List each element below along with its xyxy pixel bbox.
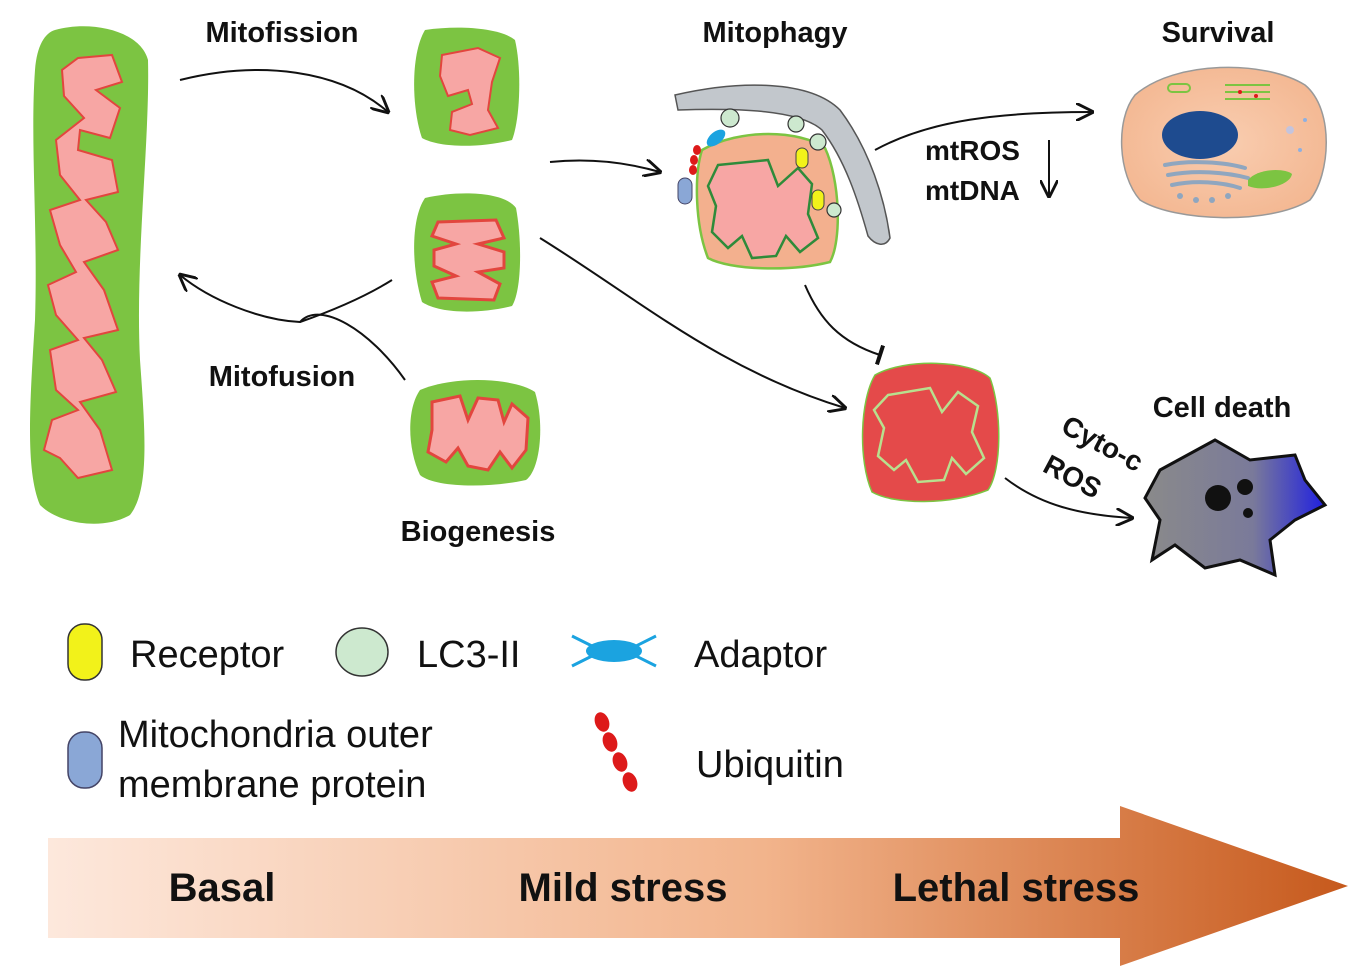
receptor-legend-icon [67, 623, 103, 681]
biogenesis-mitochondrion [410, 380, 541, 486]
label-survival: Survival [1162, 17, 1275, 49]
lc3-marker [720, 108, 740, 128]
ubiquitin-legend-icon [594, 712, 638, 792]
fission-mitochondrion-2 [414, 193, 521, 312]
mitophagy-complex [674, 84, 891, 270]
arrow-to-cell-death [1004, 477, 1132, 518]
arrow-to-damage [539, 237, 845, 408]
label-mitofusion: Mitofusion [209, 361, 356, 393]
legend-adaptor: Adaptor [694, 634, 827, 676]
lc3-marker [787, 115, 805, 133]
label-mitophagy: Mitophagy [703, 17, 848, 49]
stress-label-mild: Mild stress [519, 866, 728, 910]
arrow-mitofission [179, 69, 388, 112]
arrow-inhibit-damage [804, 284, 885, 366]
stress-axis-arrow: Basal Mild stress Lethal stress [48, 806, 1348, 966]
label-biogenesis: Biogenesis [401, 516, 556, 548]
damaged-mitochondrion [861, 362, 1000, 503]
lc3-marker [809, 133, 827, 151]
label-mitofission: Mitofission [205, 17, 358, 49]
adaptor-legend-icon [571, 634, 657, 668]
legend: Receptor LC3-II Adaptor Mitochondria out… [67, 623, 844, 806]
adaptor-marker [706, 129, 726, 147]
label-mtros: mtROS [925, 135, 1020, 166]
legend-mom-protein-line1: Mitochondria outer [118, 714, 433, 756]
receptor-marker [811, 189, 825, 211]
label-cell-death: Cell death [1153, 392, 1292, 424]
legend-mom-protein-line2: membrane protein [118, 764, 426, 806]
stress-label-lethal: Lethal stress [893, 866, 1140, 910]
legend-lc3: LC3-II [417, 634, 520, 676]
legend-receptor: Receptor [130, 634, 285, 676]
mom-protein-legend-icon [67, 731, 103, 789]
fission-mitochondrion-1 [414, 27, 520, 146]
ubiquitin-chain [689, 145, 701, 175]
stress-label-basal: Basal [169, 866, 276, 910]
legend-ubiquitin: Ubiquitin [696, 744, 844, 786]
arrow-to-mitophagy [549, 160, 660, 172]
nucleus-shape [1162, 111, 1238, 159]
lc3-marker [826, 202, 842, 218]
fused-mitochondrion [30, 26, 149, 524]
dead-cell [1143, 438, 1328, 578]
receptor-marker [795, 147, 809, 169]
label-mtdna: mtDNA [925, 175, 1020, 206]
survival-cell [1120, 66, 1327, 219]
process-arrows [179, 69, 1132, 518]
arrow-mitofusion-branch [299, 279, 393, 323]
mom-protein-marker [677, 177, 693, 205]
lc3-legend-icon [335, 627, 389, 677]
arrow-to-survival [874, 112, 1092, 151]
